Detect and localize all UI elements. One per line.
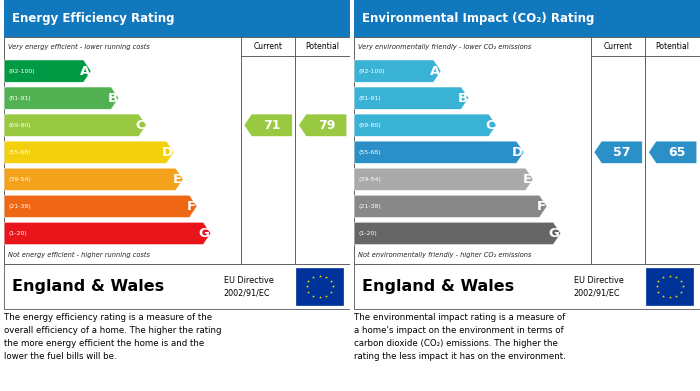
Text: Very environmentally friendly - lower CO₂ emissions: Very environmentally friendly - lower CO… xyxy=(358,44,531,50)
Text: G: G xyxy=(199,227,209,240)
Polygon shape xyxy=(4,60,91,82)
Text: 71: 71 xyxy=(263,119,281,132)
Bar xyxy=(4,0,350,37)
Text: 57: 57 xyxy=(613,146,631,159)
Text: (81-91): (81-91) xyxy=(8,96,32,100)
Bar xyxy=(354,37,700,264)
Bar xyxy=(241,37,295,56)
Text: Not energy efficient - higher running costs: Not energy efficient - higher running co… xyxy=(8,252,150,258)
Text: A: A xyxy=(80,65,90,77)
Bar xyxy=(4,37,350,264)
Text: (39-54): (39-54) xyxy=(8,177,32,182)
Bar xyxy=(645,37,700,56)
Bar xyxy=(645,56,700,264)
Text: C: C xyxy=(136,119,145,132)
Bar xyxy=(296,267,343,305)
Bar xyxy=(295,56,350,264)
Polygon shape xyxy=(4,114,146,136)
Text: (39-54): (39-54) xyxy=(358,177,382,182)
Text: Potential: Potential xyxy=(656,42,690,51)
Text: (81-91): (81-91) xyxy=(358,96,382,100)
Bar xyxy=(4,37,241,264)
Text: A: A xyxy=(430,65,440,77)
Text: E: E xyxy=(173,173,182,186)
Polygon shape xyxy=(649,141,696,163)
Bar xyxy=(295,37,350,56)
Text: EU Directive
2002/91/EC: EU Directive 2002/91/EC xyxy=(223,276,273,297)
Bar xyxy=(591,37,645,56)
Text: (69-80): (69-80) xyxy=(358,123,382,128)
Polygon shape xyxy=(4,87,118,109)
Text: (92-100): (92-100) xyxy=(358,68,385,74)
Bar xyxy=(591,56,645,264)
Polygon shape xyxy=(354,141,524,163)
Text: F: F xyxy=(187,200,196,213)
Polygon shape xyxy=(4,222,211,244)
Polygon shape xyxy=(4,141,174,163)
Polygon shape xyxy=(354,195,547,217)
Text: F: F xyxy=(537,200,546,213)
Text: The energy efficiency rating is a measure of the
overall efficiency of a home. T: The energy efficiency rating is a measur… xyxy=(4,313,221,361)
Text: (69-80): (69-80) xyxy=(8,123,32,128)
Text: EU Directive
2002/91/EC: EU Directive 2002/91/EC xyxy=(573,276,623,297)
Text: 79: 79 xyxy=(318,119,335,132)
Text: Environmental Impact (CO₂) Rating: Environmental Impact (CO₂) Rating xyxy=(362,12,594,25)
Text: Current: Current xyxy=(253,42,283,51)
Text: C: C xyxy=(486,119,495,132)
Polygon shape xyxy=(244,114,292,136)
Text: (55-68): (55-68) xyxy=(8,150,32,155)
Text: (92-100): (92-100) xyxy=(8,68,35,74)
Polygon shape xyxy=(354,222,561,244)
Text: England & Wales: England & Wales xyxy=(362,279,514,294)
Text: E: E xyxy=(523,173,532,186)
Text: B: B xyxy=(457,91,468,105)
Polygon shape xyxy=(594,141,642,163)
Polygon shape xyxy=(354,60,441,82)
Polygon shape xyxy=(354,114,496,136)
Bar xyxy=(241,56,295,264)
Text: Not environmentally friendly - higher CO₂ emissions: Not environmentally friendly - higher CO… xyxy=(358,252,531,258)
Text: (21-38): (21-38) xyxy=(358,204,382,209)
Text: (1-20): (1-20) xyxy=(8,231,27,236)
Text: The environmental impact rating is a measure of
a home's impact on the environme: The environmental impact rating is a mea… xyxy=(354,313,566,361)
Text: G: G xyxy=(549,227,559,240)
Text: (21-38): (21-38) xyxy=(8,204,32,209)
Text: (1-20): (1-20) xyxy=(358,231,377,236)
Text: B: B xyxy=(107,91,118,105)
Polygon shape xyxy=(299,114,346,136)
Polygon shape xyxy=(4,168,183,190)
Polygon shape xyxy=(354,168,533,190)
Text: Very energy efficient - lower running costs: Very energy efficient - lower running co… xyxy=(8,44,150,50)
Text: D: D xyxy=(512,146,523,159)
Text: (55-68): (55-68) xyxy=(358,150,382,155)
Text: D: D xyxy=(162,146,173,159)
Bar xyxy=(354,37,591,264)
Polygon shape xyxy=(4,195,197,217)
Bar xyxy=(4,264,350,309)
Text: England & Wales: England & Wales xyxy=(12,279,164,294)
Text: Current: Current xyxy=(603,42,633,51)
Bar xyxy=(646,267,693,305)
Text: 65: 65 xyxy=(668,146,685,159)
Text: Energy Efficiency Rating: Energy Efficiency Rating xyxy=(12,12,175,25)
Polygon shape xyxy=(354,87,468,109)
Bar xyxy=(354,264,700,309)
Bar xyxy=(354,0,700,37)
Text: Potential: Potential xyxy=(306,42,340,51)
